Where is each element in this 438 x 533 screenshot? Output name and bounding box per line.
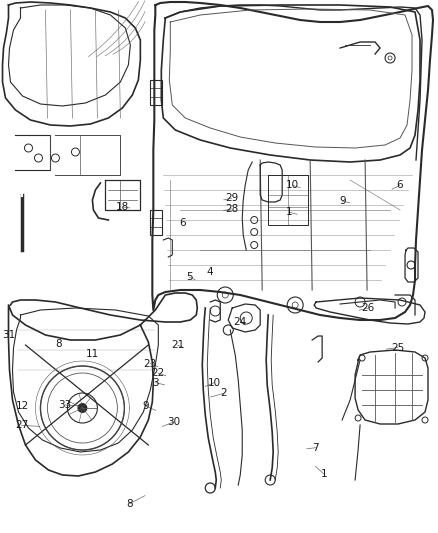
Circle shape: [78, 403, 88, 413]
Bar: [150, 210, 162, 235]
Text: 1: 1: [321, 470, 328, 479]
Text: 26: 26: [361, 303, 374, 313]
Text: 27: 27: [15, 421, 28, 430]
Text: 12: 12: [16, 401, 29, 411]
Text: 1: 1: [286, 207, 293, 217]
Text: 33: 33: [59, 400, 72, 410]
Text: 9: 9: [142, 401, 149, 411]
Text: 25: 25: [391, 343, 404, 352]
Text: 11: 11: [86, 350, 99, 359]
Text: 24: 24: [233, 318, 247, 327]
Text: 6: 6: [396, 181, 403, 190]
Text: 5: 5: [186, 272, 193, 282]
Text: 4: 4: [206, 267, 213, 277]
Text: 7: 7: [312, 443, 319, 453]
Text: 23: 23: [144, 359, 157, 368]
Text: 10: 10: [208, 378, 221, 387]
Text: 2: 2: [220, 389, 227, 398]
Text: 9: 9: [339, 197, 346, 206]
Text: 31: 31: [2, 330, 15, 340]
Text: 6: 6: [179, 218, 185, 228]
Text: 22: 22: [152, 368, 165, 378]
Bar: [150, 80, 162, 105]
Text: 8: 8: [55, 339, 62, 349]
Text: 3: 3: [152, 378, 159, 387]
Text: 29: 29: [225, 193, 238, 203]
Text: 8: 8: [126, 499, 133, 508]
Text: 18: 18: [116, 202, 129, 212]
Text: 30: 30: [167, 417, 180, 427]
Text: 28: 28: [225, 204, 238, 214]
Text: 21: 21: [171, 341, 184, 350]
Text: 10: 10: [286, 181, 299, 190]
